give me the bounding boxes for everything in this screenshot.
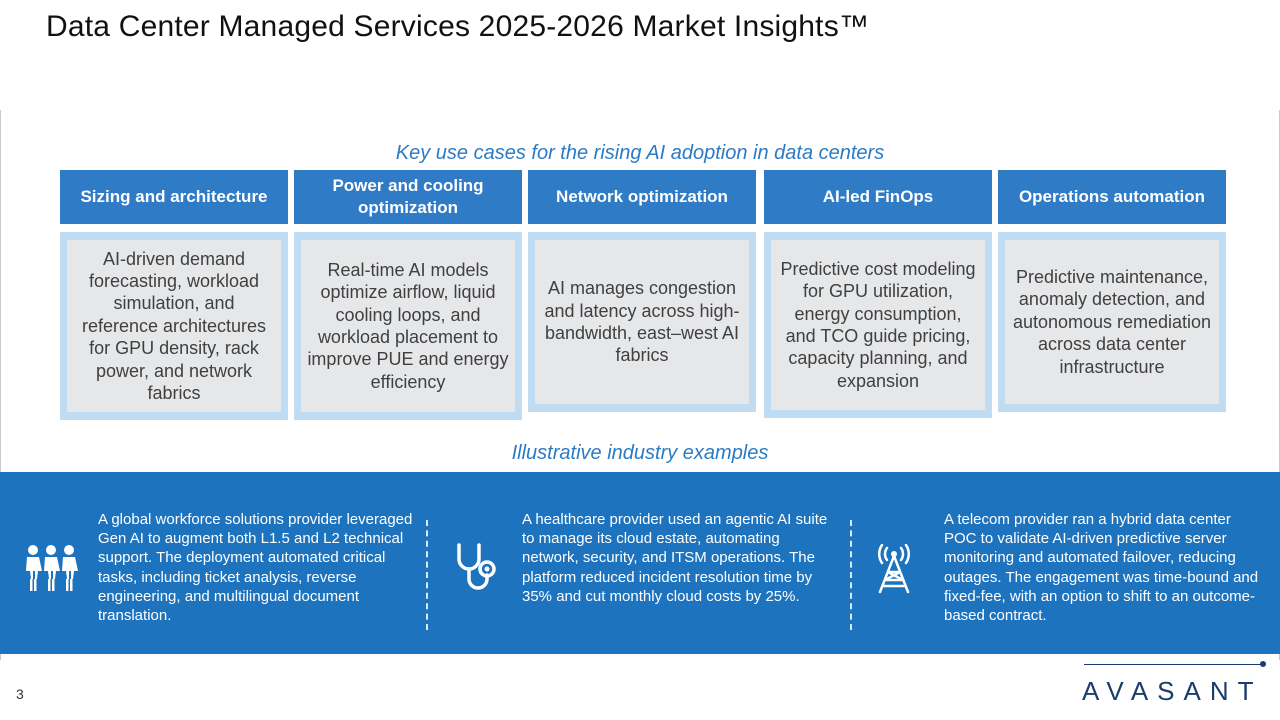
page-number: 3 xyxy=(16,686,24,702)
people-icon xyxy=(24,544,78,597)
divider xyxy=(850,520,852,630)
use-case-description: AI-driven demand forecasting, workload s… xyxy=(67,240,281,412)
use-case-card: AI manages congestion and latency across… xyxy=(528,232,756,412)
use-case-description: Real-time AI models optimize airflow, li… xyxy=(301,240,515,412)
use-case-column: Power and cooling optimization Real-time… xyxy=(294,170,522,420)
examples-heading: Illustrative industry examples xyxy=(511,442,769,464)
logo-dot xyxy=(1260,661,1266,667)
use-case-title: Sizing and architecture xyxy=(60,170,288,224)
antenna-tower-icon xyxy=(874,543,914,599)
use-case-title: Power and cooling optimization xyxy=(294,170,522,224)
use-case-description: Predictive maintenance, anomaly detectio… xyxy=(1005,240,1219,404)
use-case-card: AI-driven demand forecasting, workload s… xyxy=(60,232,288,420)
example-text: A telecom provider ran a hybrid data cen… xyxy=(944,511,1259,625)
use-case-column: Network optimization AI manages congesti… xyxy=(528,170,756,412)
use-case-column: Sizing and architecture AI-driven demand… xyxy=(60,170,288,420)
use-case-title: Operations automation xyxy=(998,170,1226,224)
use-case-description: AI manages congestion and latency across… xyxy=(535,240,749,404)
divider xyxy=(426,520,428,630)
frame-border-left xyxy=(0,110,1,660)
use-case-column: AI-led FinOps Predictive cost modeling f… xyxy=(764,170,992,418)
use-case-card: Predictive maintenance, anomaly detectio… xyxy=(998,232,1226,412)
example-text: A global workforce solutions provider le… xyxy=(98,511,413,625)
logo-underline xyxy=(1084,664,1264,665)
use-case-title: AI-led FinOps xyxy=(764,170,992,224)
example-text: A healthcare provider used an agentic AI… xyxy=(522,511,828,605)
use-case-column: Operations automation Predictive mainten… xyxy=(998,170,1226,412)
use-cases-heading: Key use cases for the rising AI adoption… xyxy=(395,142,885,164)
use-case-description: Predictive cost modeling for GPU utiliza… xyxy=(771,240,985,410)
use-case-card: Predictive cost modeling for GPU utiliza… xyxy=(764,232,992,418)
stethoscope-icon xyxy=(454,542,498,601)
use-case-card: Real-time AI models optimize airflow, li… xyxy=(294,232,522,420)
use-case-title: Network optimization xyxy=(528,170,756,224)
examples-band: A global workforce solutions provider le… xyxy=(0,472,1280,654)
avasant-logo: AVASANT xyxy=(1082,676,1263,706)
page-title: Data Center Managed Services 2025-2026 M… xyxy=(46,10,870,43)
